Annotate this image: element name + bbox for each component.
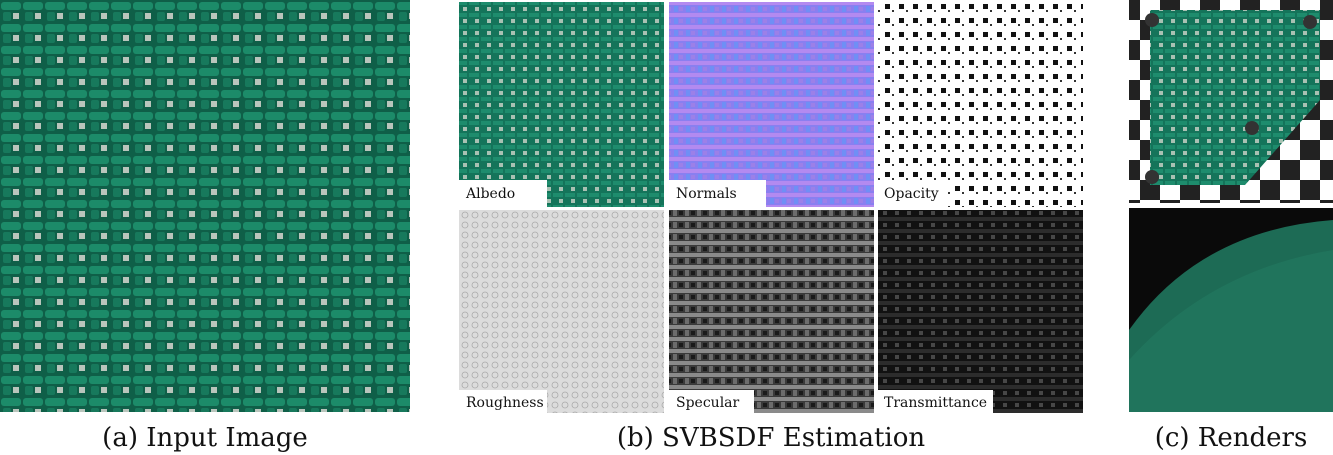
map-label: Albedo xyxy=(465,186,515,202)
albedo-map xyxy=(459,2,664,207)
roughness-map xyxy=(459,210,664,413)
caption: (a) Input Image xyxy=(102,423,308,453)
normals-map xyxy=(669,2,874,207)
label-box xyxy=(878,180,948,207)
transmittance-map xyxy=(878,210,1083,413)
map-label: Opacity xyxy=(884,186,939,202)
caption: (c) Renders xyxy=(1155,423,1308,453)
render-bottom xyxy=(1129,208,1333,412)
map-label: Normals xyxy=(676,186,737,202)
render-top xyxy=(1129,0,1333,203)
caption: (b) SVBSDF Estimation xyxy=(617,423,926,453)
map-label: Transmittance xyxy=(884,395,987,411)
input-image xyxy=(0,0,410,412)
label-box xyxy=(669,180,766,207)
label-box xyxy=(669,390,754,413)
map-label: Roughness xyxy=(466,395,544,411)
map-label: Specular xyxy=(676,395,740,411)
label-box xyxy=(459,180,547,207)
specular-map xyxy=(669,210,874,413)
label-box xyxy=(459,390,547,413)
label-box xyxy=(878,390,993,413)
opacity-map xyxy=(878,2,1083,207)
